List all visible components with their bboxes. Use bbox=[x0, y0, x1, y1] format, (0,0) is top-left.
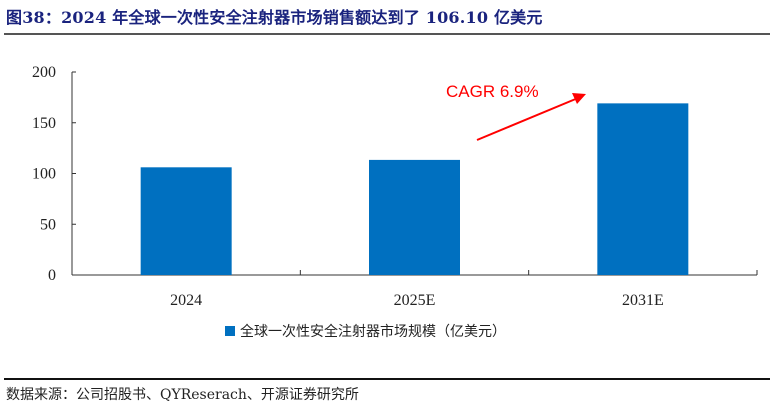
source-note: 数据来源：公司招股书、QYReserach、开源证券研究所 bbox=[6, 387, 359, 403]
y-tick-label: 50 bbox=[40, 216, 56, 233]
bar-2031E bbox=[597, 103, 689, 275]
y-tick-label: 200 bbox=[32, 64, 56, 81]
y-tick-label: 0 bbox=[48, 267, 56, 284]
bar-2024 bbox=[140, 167, 232, 275]
x-tick-label: 2025E bbox=[394, 292, 436, 309]
bar-chart: 0 50 100 150 200 2024 2025E 2031E CAGR 6.9% bbox=[32, 64, 758, 309]
footer-divider bbox=[4, 378, 770, 380]
title-divider bbox=[4, 33, 770, 35]
cagr-annotation: CAGR 6.9% bbox=[446, 82, 586, 141]
cagr-arrow-icon bbox=[476, 97, 579, 141]
bar-2025E bbox=[369, 159, 460, 275]
legend-label: 全球一次性安全注射器市场规模（亿美元） bbox=[240, 324, 506, 340]
cagr-label: CAGR 6.9% bbox=[446, 82, 539, 101]
y-tick-label: 100 bbox=[32, 166, 56, 183]
x-tick-label: 2031E bbox=[622, 292, 664, 309]
x-tick-label: 2024 bbox=[170, 292, 202, 309]
legend-swatch-icon bbox=[225, 326, 235, 336]
x-axis: 2024 2025E 2031E bbox=[71, 270, 758, 309]
bars bbox=[140, 103, 689, 275]
figure-title: 图38：2024 年全球一次性安全注射器市场销售额达到了 106.10 亿美元 bbox=[6, 8, 543, 27]
y-tick-label: 150 bbox=[32, 115, 56, 132]
legend: 全球一次性安全注射器市场规模（亿美元） bbox=[225, 321, 506, 341]
y-axis: 0 50 100 150 200 bbox=[32, 64, 76, 284]
arrow-head-icon bbox=[572, 93, 586, 104]
